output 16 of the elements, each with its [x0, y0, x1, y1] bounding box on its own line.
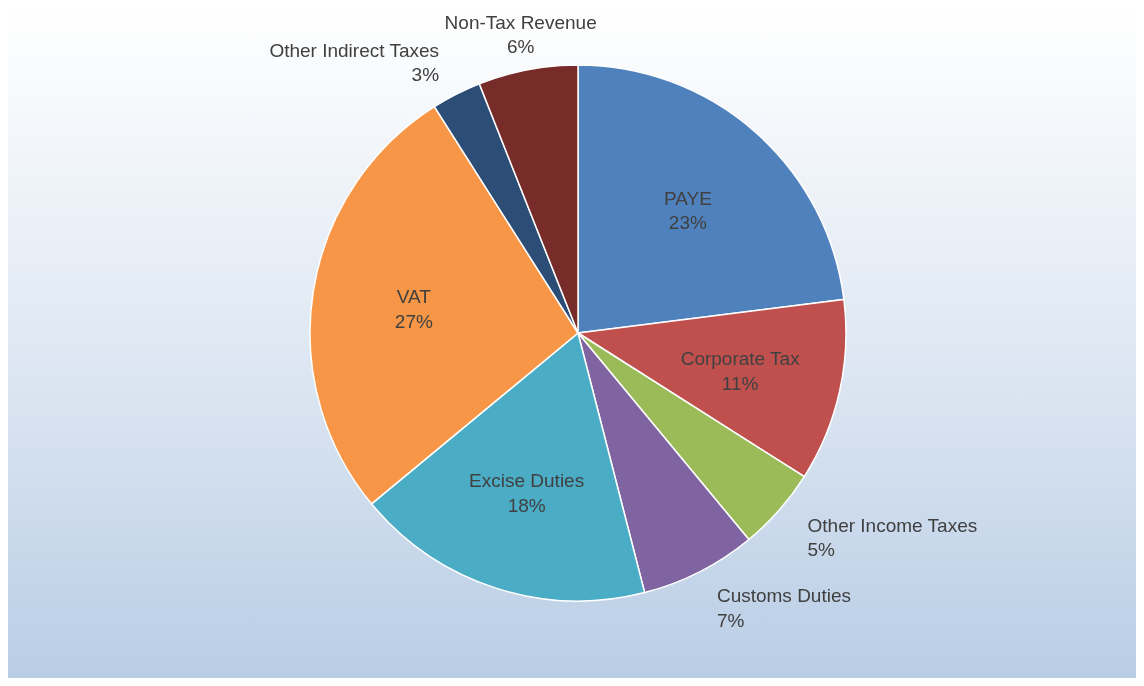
slice-label: Other Indirect Taxes: [269, 39, 440, 61]
slice-label: Customs Duties: [716, 584, 852, 606]
data-label: 11%: [721, 373, 759, 395]
slice-label: Corporate Tax: [680, 348, 801, 370]
slice-label: PAYE: [663, 187, 712, 209]
data-label: 23%: [668, 212, 707, 234]
data-label: 6%: [506, 36, 535, 58]
data-label: 7%: [716, 609, 745, 631]
data-label: 27%: [394, 310, 433, 332]
data-label: 18%: [507, 494, 546, 516]
slice-label: Non-Tax Revenue: [444, 11, 597, 33]
data-label: 3%: [411, 64, 440, 86]
slice-label: Other Income Taxes: [807, 514, 978, 536]
slice-label: Excise Duties: [469, 470, 585, 492]
slice-label: VAT: [396, 286, 432, 308]
data-label: 5%: [807, 539, 836, 561]
